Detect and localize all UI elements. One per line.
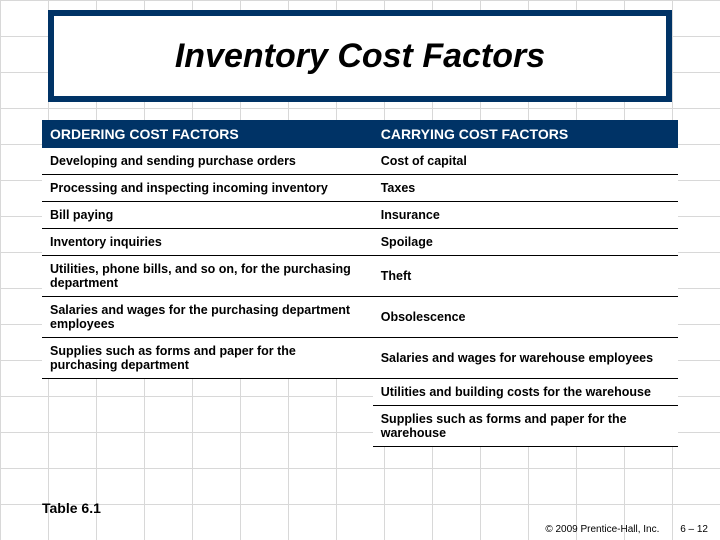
ordering-cost-cell [42, 406, 373, 447]
cost-factors-table: ORDERING COST FACTORS CARRYING COST FACT… [42, 120, 678, 447]
table-caption: Table 6.1 [42, 500, 101, 516]
carrying-cost-cell: Obsolescence [373, 297, 678, 338]
table-row: Processing and inspecting incoming inven… [42, 175, 678, 202]
carrying-cost-cell: Utilities and building costs for the war… [373, 379, 678, 406]
table-row: Supplies such as forms and paper for the… [42, 406, 678, 447]
ordering-cost-cell: Salaries and wages for the purchasing de… [42, 297, 373, 338]
ordering-cost-cell: Supplies such as forms and paper for the… [42, 338, 373, 379]
ordering-cost-cell: Utilities, phone bills, and so on, for t… [42, 256, 373, 297]
table-header-right: CARRYING COST FACTORS [373, 120, 678, 148]
ordering-cost-cell: Bill paying [42, 202, 373, 229]
table-row: Salaries and wages for the purchasing de… [42, 297, 678, 338]
carrying-cost-cell: Theft [373, 256, 678, 297]
ordering-cost-cell [42, 379, 373, 406]
carrying-cost-cell: Cost of capital [373, 148, 678, 175]
table-row: Utilities, phone bills, and so on, for t… [42, 256, 678, 297]
copyright: © 2009 Prentice-Hall, Inc. [545, 524, 659, 535]
ordering-cost-cell: Developing and sending purchase orders [42, 148, 373, 175]
page-title: Inventory Cost Factors [175, 37, 545, 76]
page-number: 6 – 12 [680, 524, 708, 535]
carrying-cost-cell: Spoilage [373, 229, 678, 256]
table-row: Supplies such as forms and paper for the… [42, 338, 678, 379]
carrying-cost-cell: Salaries and wages for warehouse employe… [373, 338, 678, 379]
footer: © 2009 Prentice-Hall, Inc. 6 – 12 [545, 524, 708, 535]
table-row: Utilities and building costs for the war… [42, 379, 678, 406]
table-header-left: ORDERING COST FACTORS [42, 120, 373, 148]
title-inner: Inventory Cost Factors [54, 16, 666, 96]
carrying-cost-cell: Supplies such as forms and paper for the… [373, 406, 678, 447]
ordering-cost-cell: Inventory inquiries [42, 229, 373, 256]
carrying-cost-cell: Insurance [373, 202, 678, 229]
title-bar: Inventory Cost Factors [48, 10, 672, 102]
ordering-cost-cell: Processing and inspecting incoming inven… [42, 175, 373, 202]
table-row: Inventory inquiriesSpoilage [42, 229, 678, 256]
carrying-cost-cell: Taxes [373, 175, 678, 202]
table-row: Bill payingInsurance [42, 202, 678, 229]
table-row: Developing and sending purchase ordersCo… [42, 148, 678, 175]
